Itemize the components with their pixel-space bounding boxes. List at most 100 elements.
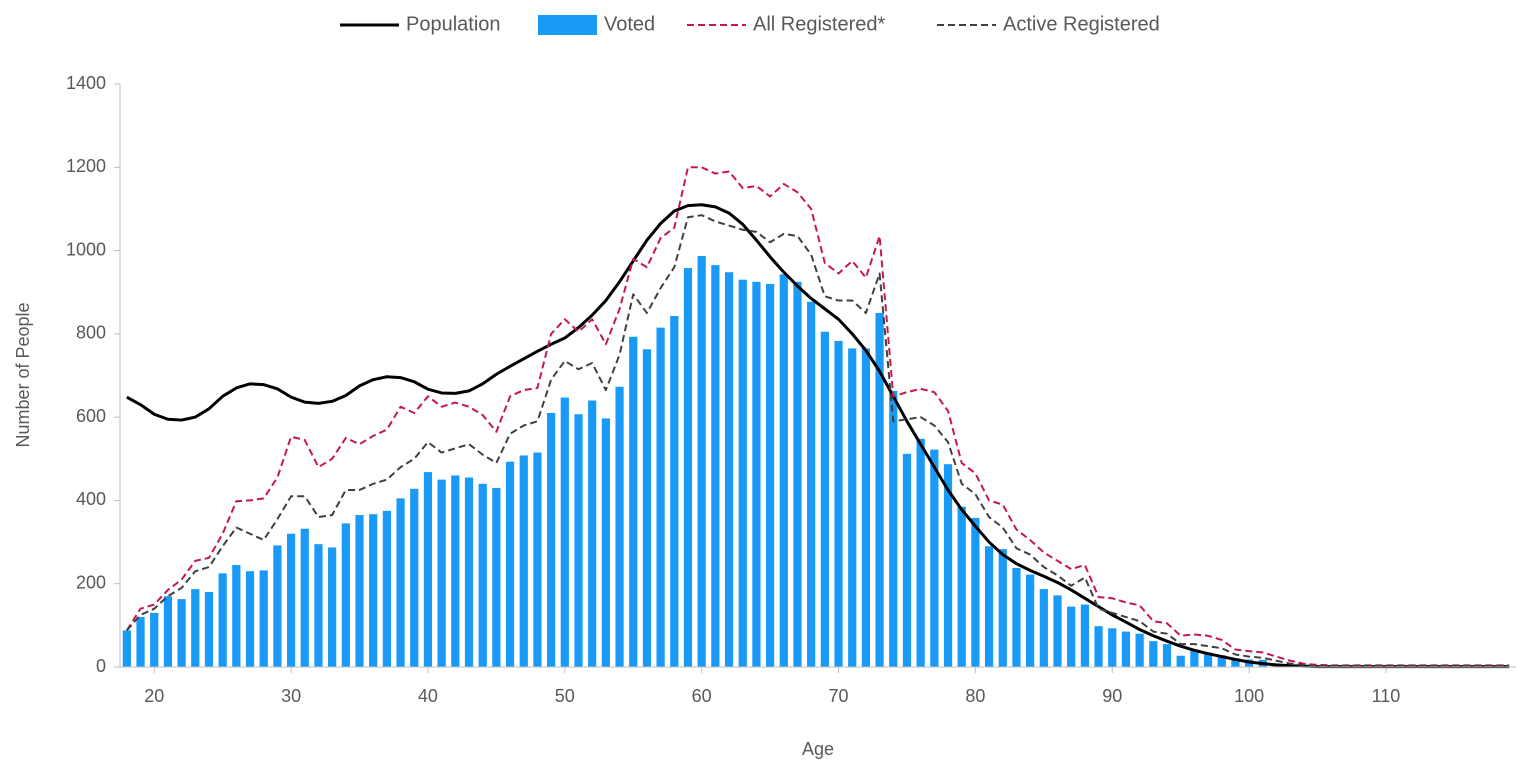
bar [875, 313, 884, 667]
x-tick-label: 90 [1102, 686, 1122, 706]
bar [451, 475, 460, 667]
bar [369, 514, 378, 667]
bar [957, 506, 966, 667]
bar [642, 349, 652, 667]
y-axis-label: Number of People [13, 302, 33, 447]
bar [629, 336, 638, 667]
bar [670, 315, 679, 667]
bar [683, 268, 693, 667]
bar [505, 461, 515, 667]
bar [286, 533, 296, 667]
y-tick-label: 200 [76, 572, 106, 592]
bar [861, 348, 871, 667]
bar [1217, 655, 1226, 667]
bar [807, 301, 816, 667]
bar [259, 570, 268, 667]
bar [150, 612, 159, 667]
x-tick-label: 110 [1372, 686, 1401, 706]
x-axis-label: Age [802, 739, 834, 759]
bar [191, 589, 200, 667]
bar [232, 564, 241, 667]
y-tick-label: 400 [76, 489, 106, 509]
x-tick-label: 60 [692, 686, 712, 706]
legend-swatch [538, 15, 597, 35]
bar [464, 477, 474, 667]
bar [122, 630, 131, 667]
bar [1053, 595, 1062, 667]
bar [300, 528, 309, 667]
bar [1080, 604, 1089, 667]
bar [930, 449, 939, 667]
legend-label: All Registered* [753, 13, 886, 35]
bar [273, 545, 282, 667]
bar [478, 483, 487, 667]
legend-label: Voted [604, 13, 655, 35]
bar [355, 515, 364, 667]
bar [1149, 641, 1158, 667]
x-tick-label: 80 [965, 686, 985, 706]
bar [410, 488, 419, 667]
y-tick-label: 1400 [66, 73, 106, 93]
bar [588, 400, 597, 667]
bar [519, 455, 528, 667]
bar [245, 571, 255, 667]
bar [533, 452, 542, 667]
bar [848, 348, 857, 667]
bar [1176, 655, 1185, 667]
bar [656, 327, 665, 667]
y-tick-label: 1200 [66, 156, 106, 176]
x-tick-label: 50 [555, 686, 575, 706]
bar [615, 386, 624, 667]
bar [574, 414, 583, 667]
bar [984, 546, 994, 667]
bar [1121, 631, 1131, 667]
bar [1135, 633, 1144, 667]
bar [177, 599, 186, 667]
bar [492, 487, 501, 667]
line [126, 214, 1510, 667]
bar [314, 544, 323, 667]
x-tick-label: 100 [1234, 686, 1264, 706]
y-tick-label: 800 [76, 323, 106, 343]
bar [328, 547, 337, 667]
bar [1067, 606, 1076, 667]
legend-label: Active Registered [1003, 13, 1160, 35]
bar [218, 573, 227, 667]
line [126, 203, 1510, 669]
bar [971, 517, 980, 667]
bar [765, 283, 775, 667]
bar [820, 331, 829, 667]
bar [163, 596, 173, 667]
bar [341, 523, 350, 667]
x-tick-label: 70 [829, 686, 849, 706]
bar [560, 397, 569, 667]
bar [1094, 626, 1103, 667]
bar [779, 274, 788, 667]
bar [834, 340, 843, 667]
bar [601, 418, 610, 667]
bar [1012, 567, 1021, 667]
x-tick-label: 20 [144, 686, 164, 706]
bar [1162, 644, 1172, 667]
bar [136, 617, 145, 667]
legend-label: Population [406, 13, 501, 35]
x-tick-label: 30 [281, 686, 301, 706]
bar [1108, 628, 1117, 667]
bar [1190, 649, 1199, 667]
bar [547, 412, 556, 667]
y-tick-label: 1000 [66, 239, 106, 259]
bar [437, 479, 446, 667]
bar [902, 453, 912, 667]
bar [916, 438, 925, 667]
bar [697, 255, 706, 668]
bar [1203, 652, 1213, 667]
line [125, 166, 1510, 667]
y-tick-label: 0 [96, 656, 106, 676]
bar [793, 281, 802, 667]
bar [711, 265, 720, 667]
bar [423, 472, 433, 667]
bar [1039, 589, 1048, 667]
bar [889, 390, 898, 667]
bar [382, 510, 391, 667]
